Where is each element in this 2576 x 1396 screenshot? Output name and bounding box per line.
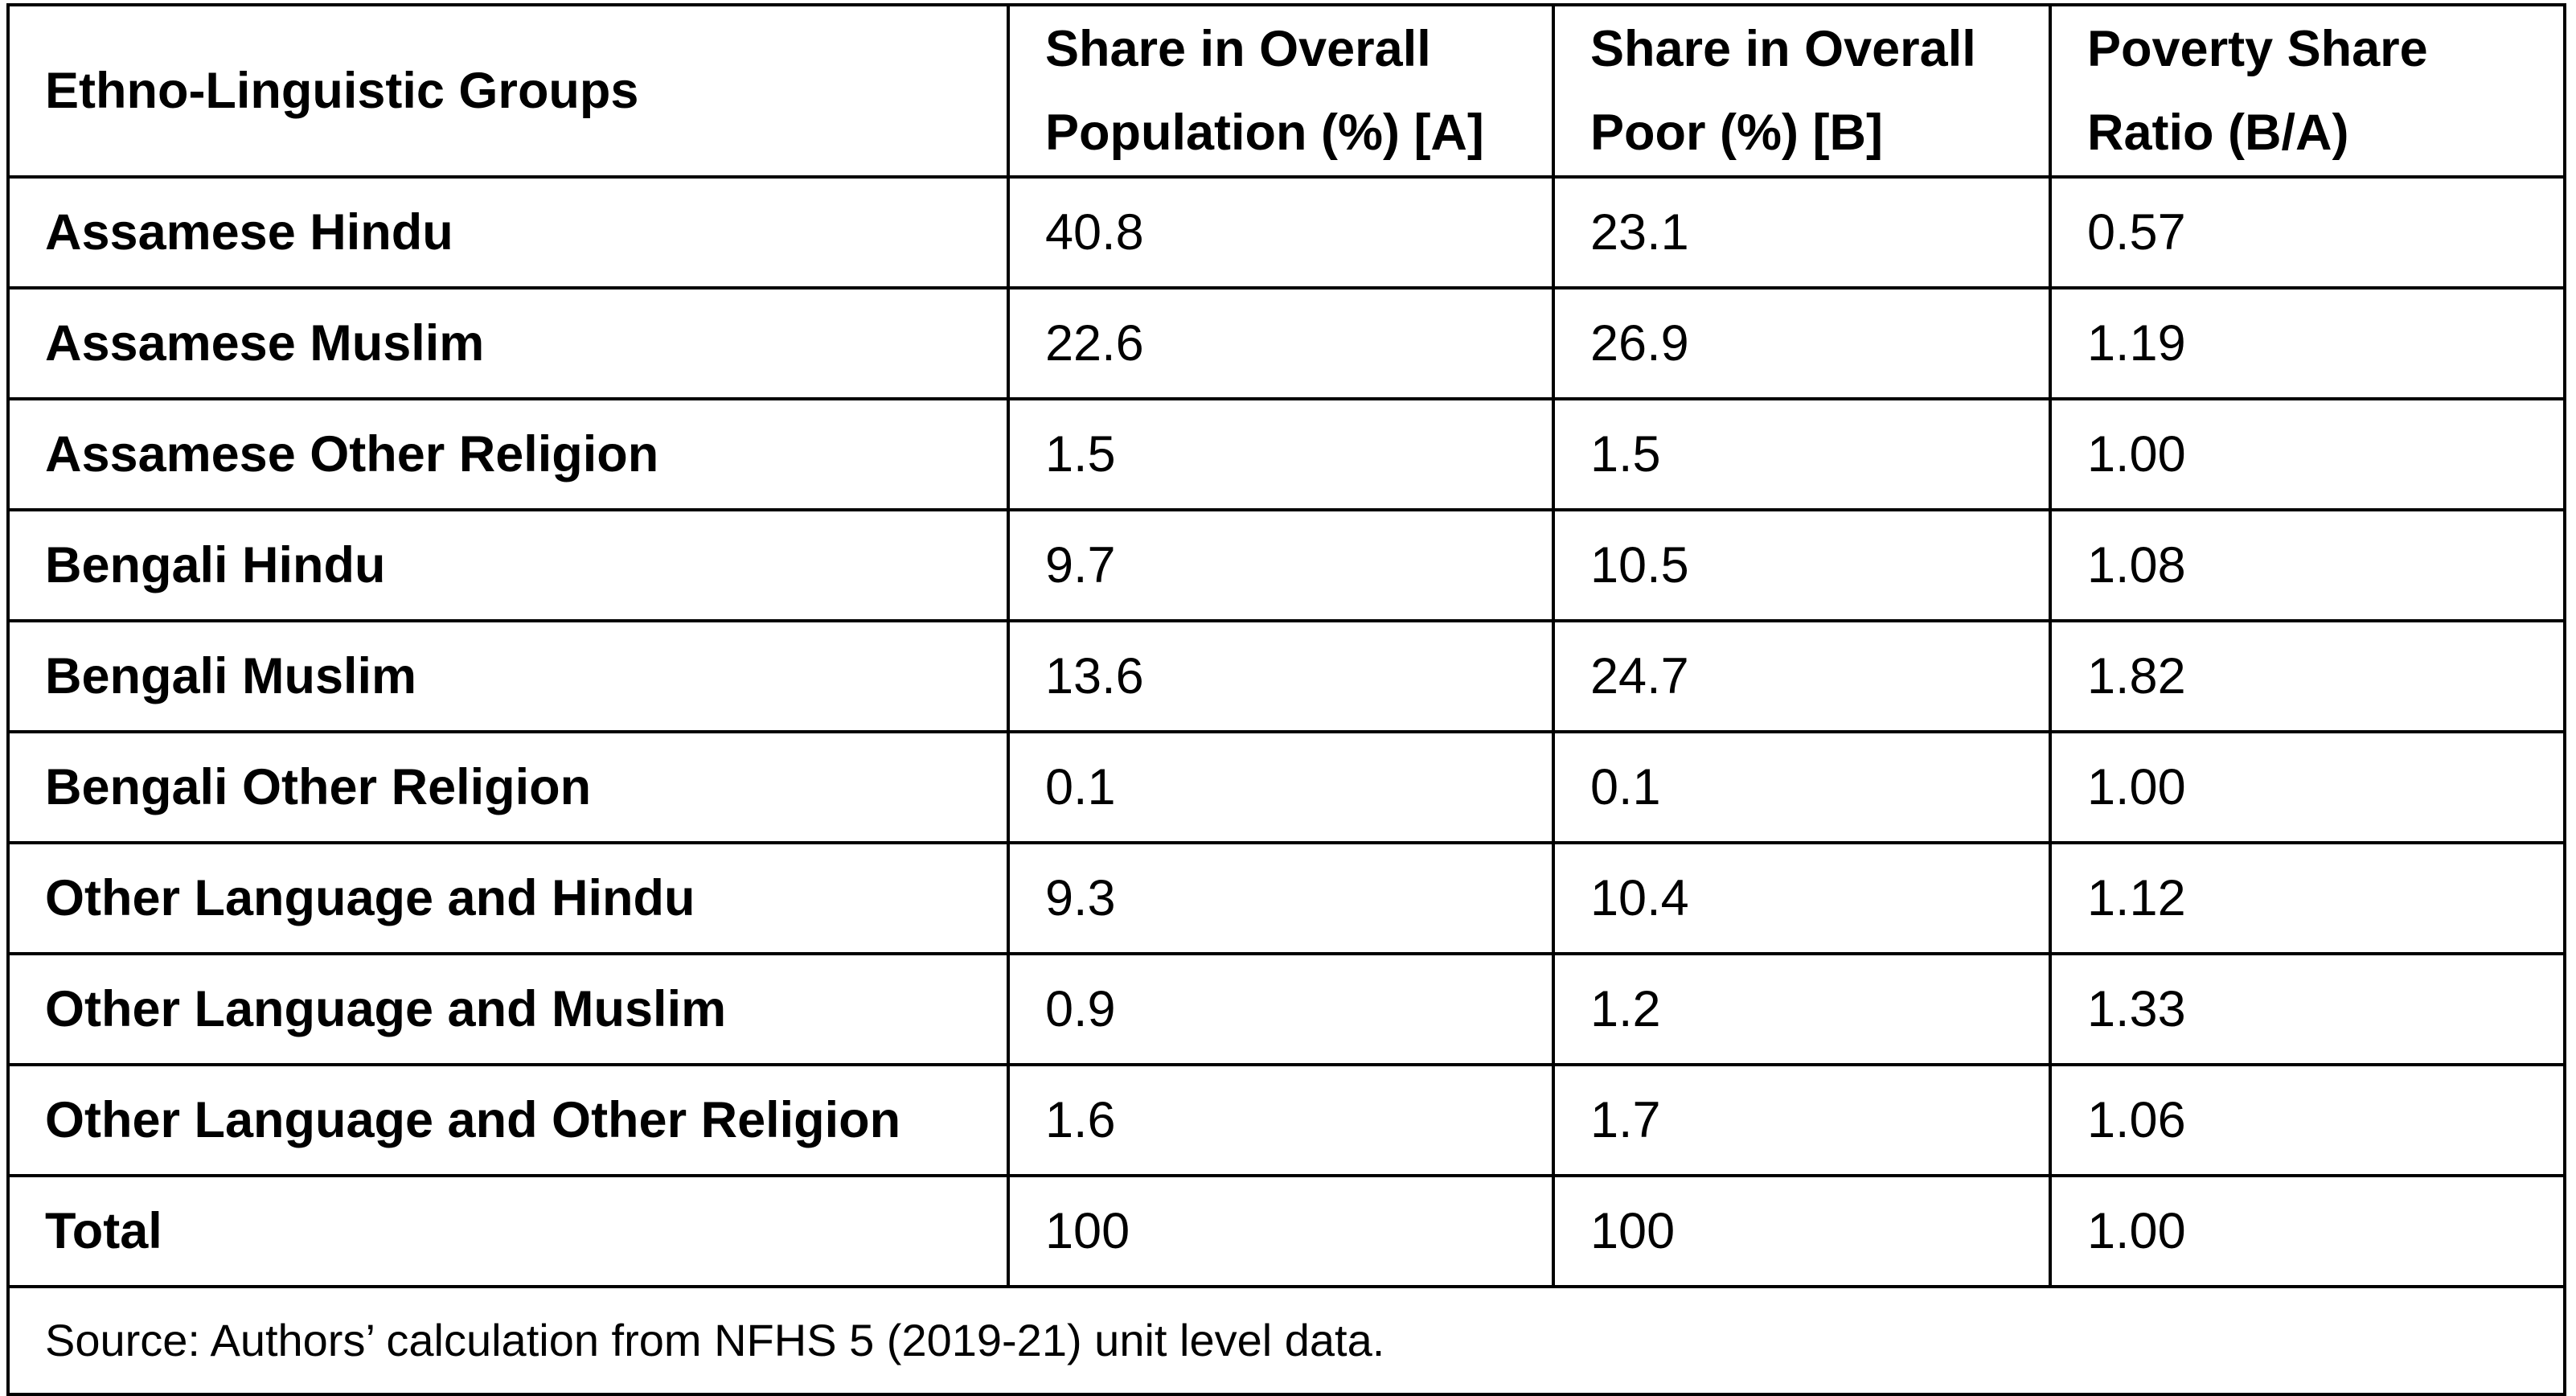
population-share-cell: 0.1 <box>1007 730 1555 844</box>
poor-share-cell: 1.7 <box>1552 1063 2052 1177</box>
ratio-cell: 1.00 <box>2049 730 2566 844</box>
ratio-cell: 0.57 <box>2049 175 2566 289</box>
group-cell: Other Language and Hindu <box>6 841 1010 955</box>
group-cell: Bengali Muslim <box>6 619 1010 733</box>
table-row: Other Language and Hindu 9.3 10.4 1.12 <box>6 841 2566 955</box>
poor-share-cell: 0.1 <box>1552 730 2052 844</box>
population-share-cell: 13.6 <box>1007 619 1555 733</box>
table-row: Bengali Other Religion 0.1 0.1 1.00 <box>6 730 2566 844</box>
ratio-cell: 1.82 <box>2049 619 2566 733</box>
table-row: Other Language and Muslim 0.9 1.2 1.33 <box>6 952 2566 1066</box>
poor-share-cell: 1.2 <box>1552 952 2052 1066</box>
ratio-cell: 1.19 <box>2049 286 2566 400</box>
header-poverty-share-ratio: Poverty Share Ratio (B/A) <box>2049 3 2566 179</box>
table-row: Bengali Hindu 9.7 10.5 1.08 <box>6 508 2566 622</box>
ratio-cell: 1.06 <box>2049 1063 2566 1177</box>
poor-share-cell: 10.4 <box>1552 841 2052 955</box>
ratio-cell: 1.08 <box>2049 508 2566 622</box>
header-ethno-linguistic-groups: Ethno-Linguistic Groups <box>6 3 1010 179</box>
source-note: Source: Authors’ calculation from NFHS 5… <box>6 1285 2566 1396</box>
group-cell: Assamese Other Religion <box>6 397 1010 511</box>
group-cell: Assamese Hindu <box>6 175 1010 289</box>
group-cell: Other Language and Muslim <box>6 952 1010 1066</box>
poor-share-cell: 100 <box>1552 1174 2052 1288</box>
group-cell: Bengali Hindu <box>6 508 1010 622</box>
population-share-cell: 1.6 <box>1007 1063 1555 1177</box>
table-row-total: Total 100 100 1.00 <box>6 1174 2566 1288</box>
source-row: Source: Authors’ calculation from NFHS 5… <box>6 1285 2566 1396</box>
poor-share-cell: 26.9 <box>1552 286 2052 400</box>
population-share-cell: 40.8 <box>1007 175 1555 289</box>
table-row: Assamese Hindu 40.8 23.1 0.57 <box>6 175 2566 289</box>
table-row: Assamese Muslim 22.6 26.9 1.19 <box>6 286 2566 400</box>
population-share-cell: 1.5 <box>1007 397 1555 511</box>
ratio-cell: 1.00 <box>2049 397 2566 511</box>
ratio-cell: 1.00 <box>2049 1174 2566 1288</box>
group-cell: Other Language and Other Religion <box>6 1063 1010 1177</box>
population-share-cell: 9.7 <box>1007 508 1555 622</box>
ratio-cell: 1.12 <box>2049 841 2566 955</box>
header-share-poor: Share in Overall Poor (%) [B] <box>1552 3 2052 179</box>
table-row: Bengali Muslim 13.6 24.7 1.82 <box>6 619 2566 733</box>
poor-share-cell: 1.5 <box>1552 397 2052 511</box>
table-row: Other Language and Other Religion 1.6 1.… <box>6 1063 2566 1177</box>
group-cell: Assamese Muslim <box>6 286 1010 400</box>
table-row: Assamese Other Religion 1.5 1.5 1.00 <box>6 397 2566 511</box>
header-share-population: Share in Overall Population (%) [A] <box>1007 3 1555 179</box>
population-share-cell: 9.3 <box>1007 841 1555 955</box>
population-share-cell: 100 <box>1007 1174 1555 1288</box>
poverty-share-table-container: Ethno-Linguistic Groups Share in Overall… <box>6 3 2566 1396</box>
ratio-cell: 1.33 <box>2049 952 2566 1066</box>
population-share-cell: 22.6 <box>1007 286 1555 400</box>
table-header-row: Ethno-Linguistic Groups Share in Overall… <box>6 3 2566 179</box>
group-cell: Bengali Other Religion <box>6 730 1010 844</box>
poor-share-cell: 10.5 <box>1552 508 2052 622</box>
poor-share-cell: 24.7 <box>1552 619 2052 733</box>
poor-share-cell: 23.1 <box>1552 175 2052 289</box>
group-cell: Total <box>6 1174 1010 1288</box>
population-share-cell: 0.9 <box>1007 952 1555 1066</box>
poverty-share-table: Ethno-Linguistic Groups Share in Overall… <box>6 3 2566 1396</box>
